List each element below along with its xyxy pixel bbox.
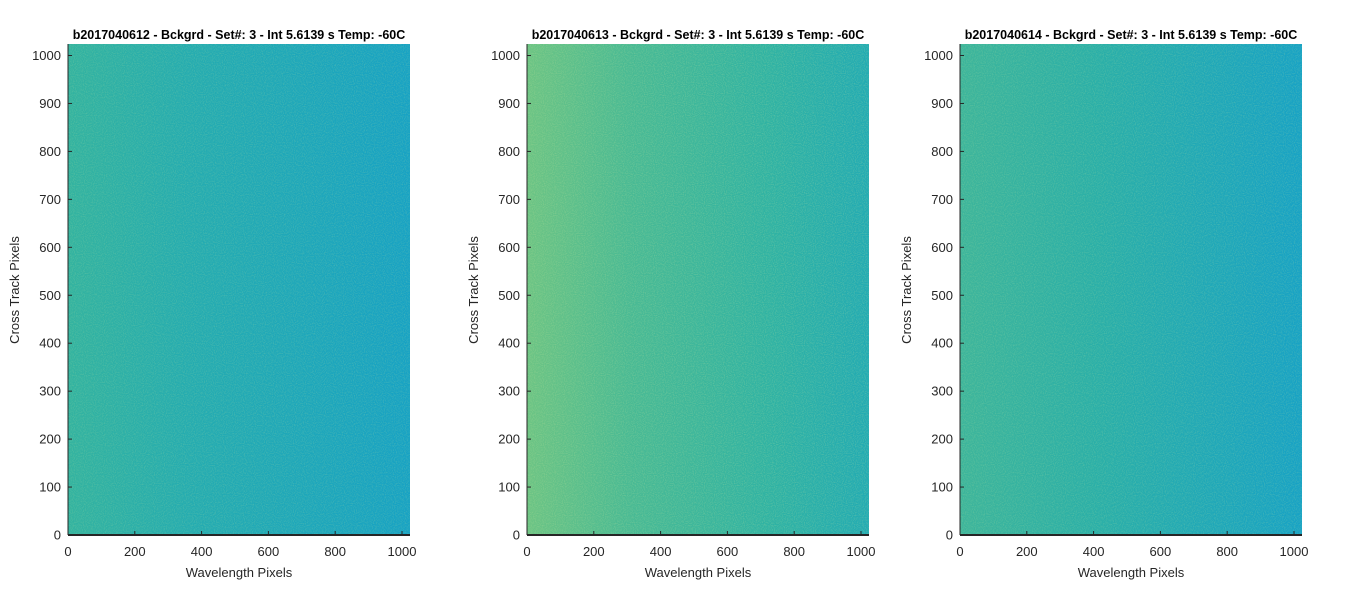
y-tick-label: 300	[498, 384, 520, 399]
y-tick-label: 700	[498, 192, 520, 207]
y-tick-label: 300	[39, 384, 61, 399]
chart-title: b2017040613 - Bckgrd - Set#: 3 - Int 5.6…	[532, 28, 865, 42]
y-tick-label: 400	[931, 336, 953, 351]
y-tick-label: 500	[39, 288, 61, 303]
y-tick-label: 400	[498, 336, 520, 351]
y-tick-label: 0	[513, 528, 520, 543]
y-tick-label: 600	[931, 240, 953, 255]
x-tick-label: 1000	[388, 544, 417, 559]
y-tick-label: 600	[39, 240, 61, 255]
x-tick-label: 1000	[1280, 544, 1309, 559]
y-tick-label: 800	[498, 144, 520, 159]
x-axis-label: Wavelength Pixels	[1078, 565, 1185, 580]
x-tick-label: 0	[523, 544, 530, 559]
x-axis-label: Wavelength Pixels	[645, 565, 752, 580]
x-tick-label: 600	[717, 544, 739, 559]
x-tick-label: 200	[1016, 544, 1038, 559]
y-tick-label: 100	[498, 480, 520, 495]
x-tick-label: 600	[258, 544, 280, 559]
heatmap-noise	[527, 44, 869, 535]
y-tick-label: 100	[39, 480, 61, 495]
y-ticks: 0 100 200 300 400 500 600 700 800 900 1000	[924, 48, 964, 543]
x-tick-label: 0	[64, 544, 71, 559]
y-tick-label: 1000	[924, 48, 953, 63]
y-axis-label: Cross Track Pixels	[899, 236, 914, 344]
y-tick-label: 900	[498, 96, 520, 111]
y-tick-label: 0	[54, 528, 61, 543]
x-tick-label: 400	[191, 544, 213, 559]
y-tick-label: 900	[931, 96, 953, 111]
x-tick-label: 200	[583, 544, 605, 559]
x-tick-label: 400	[650, 544, 672, 559]
x-tick-label: 400	[1083, 544, 1105, 559]
x-tick-label: 800	[324, 544, 346, 559]
chart-title: b2017040614 - Bckgrd - Set#: 3 - Int 5.6…	[965, 28, 1298, 42]
panel-1: 0 100 200 300 400 500 600 700 800 900 1000 0 200 400…	[7, 28, 416, 580]
heatmap-noise	[68, 44, 410, 535]
x-axis-label: Wavelength Pixels	[186, 565, 293, 580]
y-tick-label: 700	[39, 192, 61, 207]
y-tick-label: 600	[498, 240, 520, 255]
x-tick-label: 1000	[847, 544, 876, 559]
y-tick-label: 800	[39, 144, 61, 159]
y-tick-label: 100	[931, 480, 953, 495]
x-ticks: 0 200 400 600 800 1000	[956, 531, 1308, 559]
panel-2: 0 100 200 300 400 500 600 700 800 900 1000 0 200 400…	[466, 28, 875, 580]
x-ticks: 0 200 400 600 800 1000	[64, 531, 416, 559]
heatmap-noise	[960, 44, 1302, 535]
x-tick-label: 200	[124, 544, 146, 559]
y-tick-label: 0	[946, 528, 953, 543]
y-tick-label: 700	[931, 192, 953, 207]
chart-title: b2017040612 - Bckgrd - Set#: 3 - Int 5.6…	[73, 28, 406, 42]
y-tick-label: 200	[498, 432, 520, 447]
x-ticks: 0 200 400 600 800 1000	[523, 531, 875, 559]
x-tick-label: 0	[956, 544, 963, 559]
y-ticks: 0 100 200 300 400 500 600 700 800 900 1000	[491, 48, 531, 543]
y-ticks: 0 100 200 300 400 500 600 700 800 900 1000	[32, 48, 72, 543]
x-tick-label: 600	[1150, 544, 1172, 559]
x-tick-label: 800	[783, 544, 805, 559]
y-axis-label: Cross Track Pixels	[466, 236, 481, 344]
y-tick-label: 200	[931, 432, 953, 447]
y-tick-label: 800	[931, 144, 953, 159]
y-tick-label: 400	[39, 336, 61, 351]
y-axis-label: Cross Track Pixels	[7, 236, 22, 344]
panel-3: 0 100 200 300 400 500 600 700 800 900 1000 0 200 400…	[899, 28, 1308, 580]
y-tick-label: 900	[39, 96, 61, 111]
x-tick-label: 800	[1216, 544, 1238, 559]
y-tick-label: 500	[931, 288, 953, 303]
y-tick-label: 1000	[491, 48, 520, 63]
y-tick-label: 200	[39, 432, 61, 447]
y-tick-label: 500	[498, 288, 520, 303]
y-tick-label: 1000	[32, 48, 61, 63]
y-tick-label: 300	[931, 384, 953, 399]
